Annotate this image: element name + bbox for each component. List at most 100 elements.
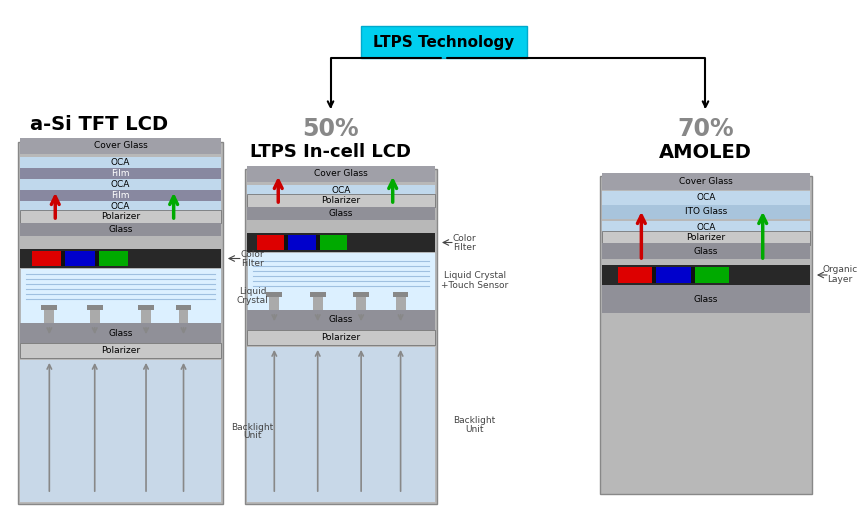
Bar bbox=[247, 310, 436, 330]
Bar bbox=[602, 313, 810, 492]
Bar bbox=[61, 251, 65, 266]
Bar bbox=[247, 185, 436, 196]
Bar bbox=[20, 249, 221, 268]
Bar bbox=[247, 233, 436, 252]
Text: Cover Glass: Cover Glass bbox=[679, 177, 733, 186]
Bar bbox=[65, 251, 94, 266]
Bar bbox=[20, 190, 221, 201]
Bar bbox=[247, 330, 436, 345]
Text: AMOLED: AMOLED bbox=[659, 142, 752, 161]
Bar bbox=[175, 305, 192, 310]
Bar bbox=[247, 252, 436, 310]
Bar bbox=[310, 292, 326, 297]
Bar bbox=[245, 169, 437, 504]
Text: Backlight: Backlight bbox=[454, 416, 496, 425]
Text: Film: Film bbox=[111, 191, 130, 200]
Bar bbox=[99, 251, 128, 266]
Bar bbox=[32, 251, 61, 266]
Bar bbox=[87, 305, 102, 310]
Text: Unit: Unit bbox=[243, 432, 262, 440]
Bar bbox=[602, 221, 810, 233]
Bar bbox=[179, 310, 188, 323]
Text: Glass: Glass bbox=[329, 209, 353, 218]
Bar bbox=[138, 305, 154, 310]
Text: Color: Color bbox=[453, 234, 477, 243]
Bar bbox=[316, 235, 320, 250]
Bar bbox=[141, 310, 151, 323]
Bar bbox=[320, 235, 347, 250]
Bar bbox=[20, 157, 221, 168]
Bar bbox=[656, 267, 691, 283]
Bar bbox=[356, 297, 366, 310]
Text: Backlight: Backlight bbox=[231, 422, 274, 432]
Text: OCA: OCA bbox=[697, 223, 716, 231]
Bar bbox=[20, 223, 221, 236]
Bar bbox=[20, 343, 221, 358]
Text: Film: Film bbox=[111, 169, 130, 178]
Text: OCA: OCA bbox=[111, 158, 130, 167]
Text: 50%: 50% bbox=[302, 117, 359, 141]
Bar bbox=[284, 235, 288, 250]
Bar bbox=[20, 138, 221, 154]
Bar bbox=[266, 292, 283, 297]
Text: LTPS Technology: LTPS Technology bbox=[374, 34, 515, 50]
Text: ITO Glass: ITO Glass bbox=[685, 207, 727, 217]
Bar bbox=[20, 360, 221, 502]
Bar bbox=[600, 176, 812, 494]
Text: OCA: OCA bbox=[697, 194, 716, 203]
Bar bbox=[602, 285, 810, 313]
Bar bbox=[247, 194, 436, 207]
Bar bbox=[270, 297, 279, 310]
Bar bbox=[41, 305, 58, 310]
Text: Glass: Glass bbox=[694, 294, 718, 304]
Text: a-Si TFT LCD: a-Si TFT LCD bbox=[29, 115, 168, 134]
Bar bbox=[257, 235, 284, 250]
Bar bbox=[90, 310, 100, 323]
Bar bbox=[602, 205, 810, 219]
Text: Cover Glass: Cover Glass bbox=[314, 169, 368, 179]
Bar bbox=[396, 297, 405, 310]
Bar bbox=[313, 297, 323, 310]
Text: Polarizer: Polarizer bbox=[101, 212, 140, 221]
Bar bbox=[18, 142, 223, 504]
Text: Polarizer: Polarizer bbox=[321, 333, 361, 342]
Text: Color: Color bbox=[241, 250, 265, 259]
Text: Layer: Layer bbox=[827, 274, 852, 284]
Text: OCA: OCA bbox=[111, 202, 130, 211]
Text: Liquid: Liquid bbox=[239, 287, 266, 296]
Bar bbox=[247, 207, 436, 220]
Bar bbox=[20, 323, 221, 343]
Bar bbox=[602, 173, 810, 190]
Text: Organic: Organic bbox=[822, 266, 857, 274]
Text: Polarizer: Polarizer bbox=[101, 346, 140, 355]
Bar bbox=[20, 210, 221, 223]
Bar bbox=[695, 267, 729, 283]
Text: LTPS In-cell LCD: LTPS In-cell LCD bbox=[250, 143, 411, 161]
Bar bbox=[353, 292, 369, 297]
Bar bbox=[288, 235, 316, 250]
Bar bbox=[691, 267, 695, 283]
Bar bbox=[20, 179, 221, 190]
Text: Glass: Glass bbox=[108, 225, 132, 234]
Bar bbox=[20, 168, 221, 179]
Text: Glass: Glass bbox=[108, 329, 132, 337]
Text: Cover Glass: Cover Glass bbox=[94, 141, 147, 151]
Bar bbox=[20, 201, 221, 212]
Bar bbox=[393, 292, 409, 297]
Bar bbox=[247, 347, 436, 502]
Bar bbox=[652, 267, 656, 283]
Bar bbox=[602, 191, 810, 205]
Bar bbox=[361, 26, 527, 58]
Text: Polarizer: Polarizer bbox=[321, 196, 361, 205]
Bar bbox=[45, 310, 54, 323]
Bar bbox=[602, 265, 810, 285]
Text: OCA: OCA bbox=[111, 180, 130, 189]
Bar bbox=[94, 251, 99, 266]
Text: +Touch Sensor: +Touch Sensor bbox=[441, 281, 509, 289]
Text: OCA: OCA bbox=[332, 186, 350, 195]
Text: Liquid Crystal: Liquid Crystal bbox=[443, 270, 506, 280]
Bar bbox=[247, 166, 436, 182]
Text: Glass: Glass bbox=[329, 315, 353, 325]
Bar bbox=[602, 231, 810, 245]
Text: Filter: Filter bbox=[241, 259, 264, 268]
